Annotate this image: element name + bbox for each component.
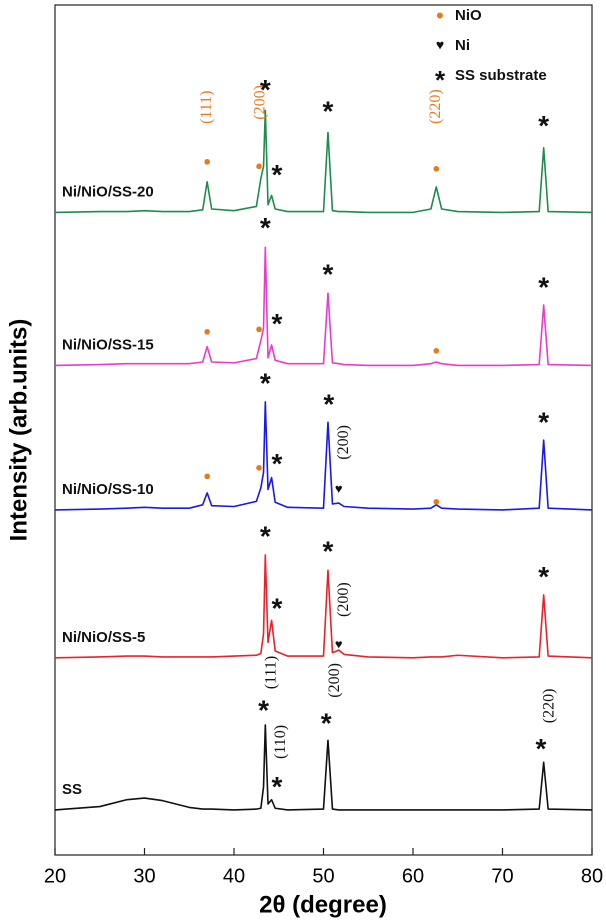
peak-marker: * [272,308,283,339]
peak-index: (110) [272,725,289,759]
peak-index: (220) [427,89,444,124]
peak-marker: * [538,110,549,141]
peak-marker: ● [203,324,211,339]
x-tick-label: 80 [581,865,603,887]
spectrum-line [54,724,593,811]
peak-marker: * [272,448,283,479]
x-tick-label: 70 [491,865,513,887]
series-label: SS [62,781,82,798]
spectrum-line [54,554,593,659]
peak-marker: ♥ [335,481,343,496]
peak-index: (220) [541,689,558,724]
series-label: Ni/NiO/SS-20 [62,183,154,200]
peak-marker: * [538,406,549,437]
x-axis-label: 2θ (degree) [259,891,387,918]
x-tick-label: 20 [44,865,66,887]
x-tick-label: 60 [402,865,424,887]
peak-marker: * [272,593,283,624]
peak-index: (200) [252,85,269,120]
peak-marker: * [260,520,271,551]
peak-marker: ● [255,321,263,336]
peak-marker: ♥ [335,636,343,651]
peak-marker: * [272,159,283,190]
legend-symbol: ● [436,7,444,23]
peak-marker: * [323,536,334,567]
series-label: Ni/NiO/SS-10 [62,481,154,498]
peak-marker: ● [432,494,440,509]
peak-marker: ● [203,468,211,483]
peak-marker: ● [432,160,440,175]
x-tick-label: 50 [312,865,334,887]
peak-marker: ● [203,154,211,169]
legend-symbol: * [435,65,446,95]
peak-marker: ● [255,158,263,173]
peak-marker: * [323,95,334,126]
spectrum-line [54,246,593,367]
peak-index: (111) [262,656,279,689]
peak-index: (200) [335,582,352,617]
spectrum-line [54,401,593,511]
peak-index: (200) [335,425,352,460]
y-axis-label: Intensity (arb.units) [5,319,32,542]
peak-marker: * [536,733,547,764]
peak-marker: * [538,561,549,592]
legend-symbol: ♥ [436,37,444,53]
peak-marker: * [272,771,283,802]
peak-index: (200) [326,663,343,698]
peak-marker: * [323,389,334,420]
peak-index: (111) [198,91,215,124]
peak-marker: ● [432,342,440,357]
peak-marker: * [260,367,271,398]
x-tick-label: 40 [223,865,245,887]
x-tick-label: 30 [133,865,155,887]
peak-marker: * [260,74,271,105]
series-label: Ni/NiO/SS-5 [62,629,145,646]
peak-marker: * [260,212,271,243]
spectrum-line [54,109,593,214]
peak-marker: * [538,271,549,302]
peak-marker: * [323,259,334,290]
peak-marker: * [258,695,269,726]
peak-marker: ● [255,460,263,475]
legend-label: Ni [455,37,470,54]
series-label: Ni/NiO/SS-15 [62,336,154,353]
legend-label: SS substrate [455,67,547,84]
legend-label: NiO [455,7,482,24]
peak-marker: * [321,707,332,738]
